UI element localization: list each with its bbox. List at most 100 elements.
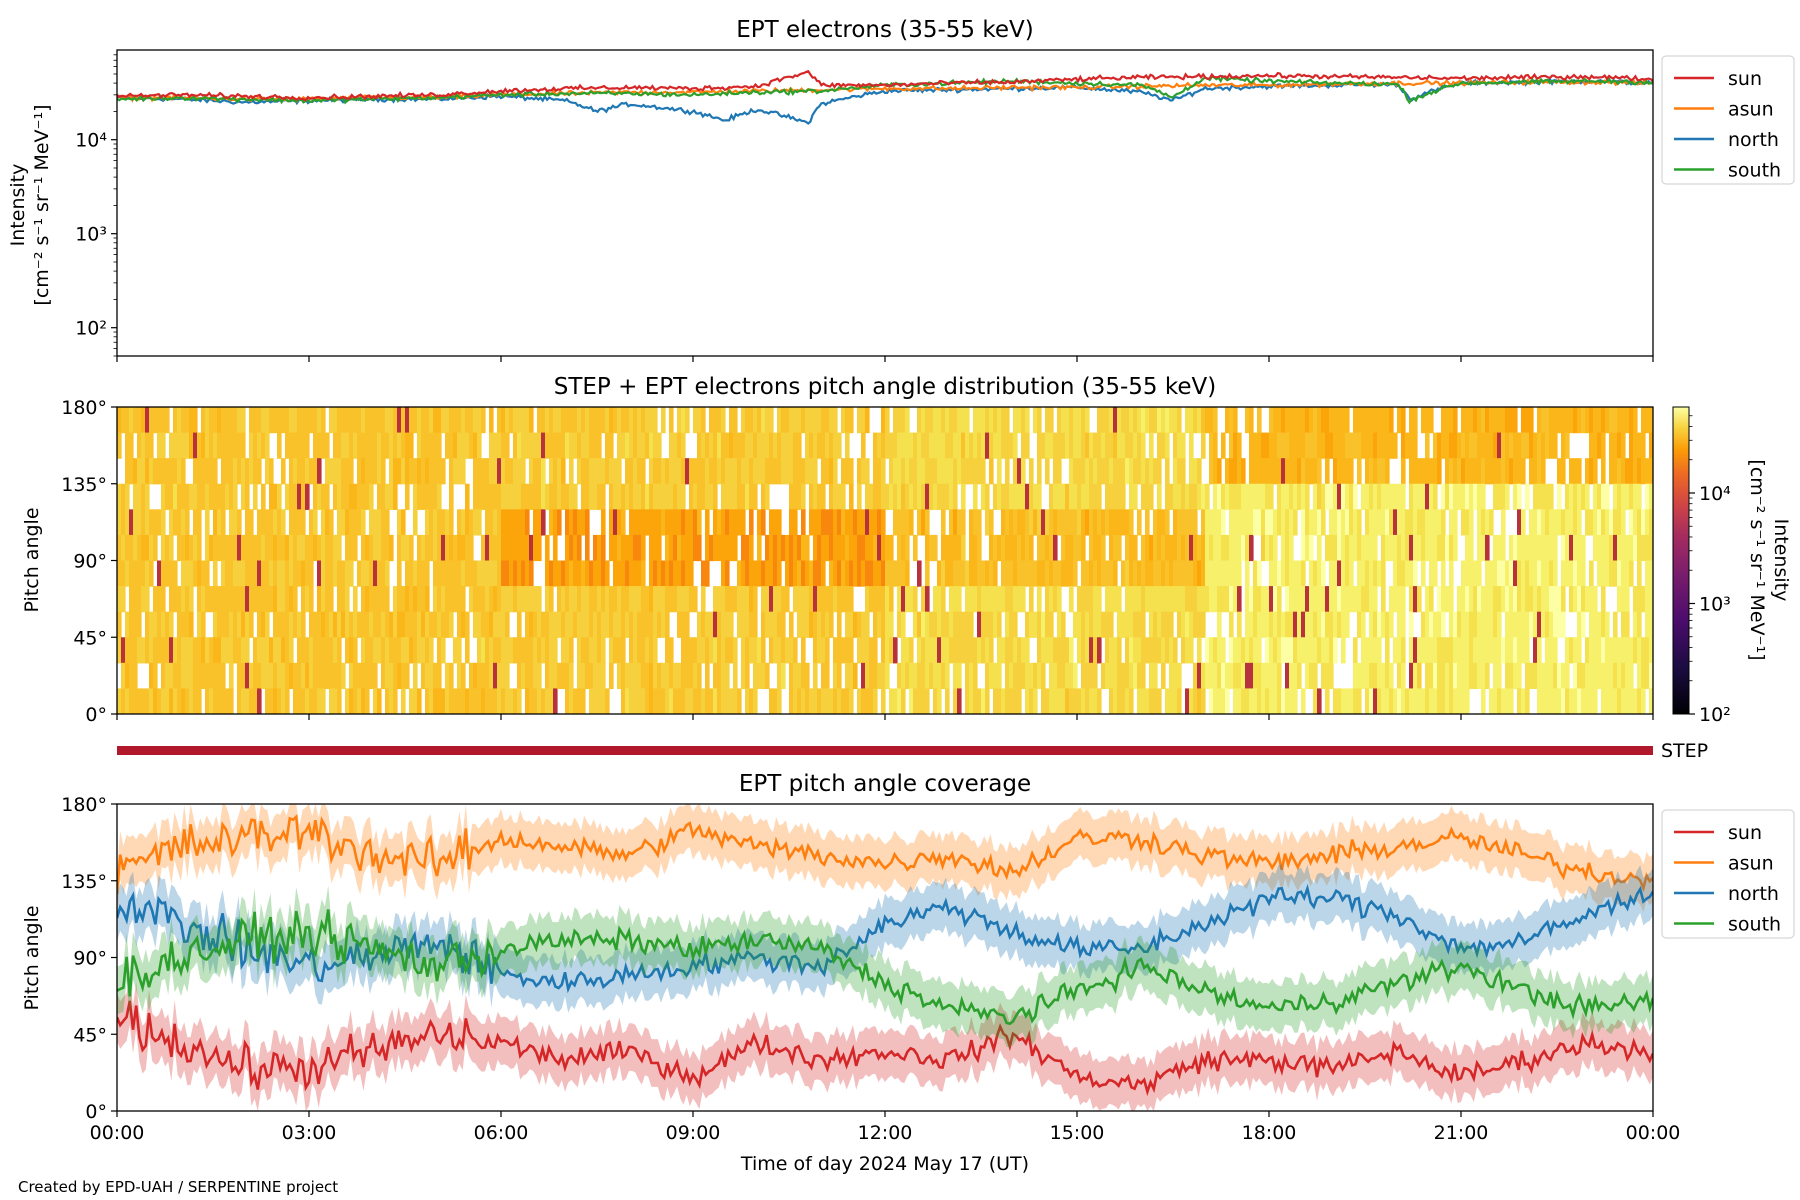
heatmap-cell: [629, 560, 634, 587]
heatmap-cell: [1297, 458, 1302, 485]
heatmap-cell: [173, 458, 178, 485]
heatmap-cell: [693, 586, 698, 613]
heatmap-cell: [1337, 432, 1342, 459]
heatmap-cell: [1013, 483, 1018, 510]
heatmap-cell: [213, 662, 218, 690]
heatmap-cell: [317, 407, 322, 434]
heatmap-cell: [741, 483, 746, 510]
heatmap-cell: [1545, 560, 1550, 587]
heatmap-cell: [441, 637, 446, 664]
heatmap-cell: [841, 637, 846, 664]
heatmap-cell: [677, 662, 682, 690]
heatmap-cell: [1129, 688, 1134, 714]
heatmap-cell: [449, 560, 454, 587]
heatmap-cell: [1125, 611, 1130, 638]
heatmap-cell: [481, 560, 486, 587]
heatmap-cell: [1445, 688, 1450, 714]
heatmap-cell: [865, 560, 870, 587]
heatmap-cell: [297, 560, 302, 587]
heatmap-cell: [1237, 637, 1242, 664]
heatmap-cell: [1645, 560, 1650, 587]
heatmap-cell: [897, 458, 902, 485]
heatmap-cell: [421, 534, 426, 562]
heatmap-cell: [1341, 534, 1346, 562]
heatmap-cell: [1421, 407, 1426, 434]
heatmap-cell: [913, 458, 918, 485]
heatmap-cell: [213, 586, 218, 613]
heatmap-cell: [1417, 458, 1422, 485]
heatmap-cell: [825, 407, 830, 434]
heatmap-cell: [725, 509, 730, 536]
heatmap-cell: [1269, 509, 1274, 536]
heatmap-cell: [1497, 432, 1502, 459]
heatmap-cell: [1113, 534, 1118, 562]
heatmap-cell: [921, 458, 926, 485]
heatmap-cell: [549, 483, 554, 510]
heatmap-cell: [1477, 534, 1482, 562]
heatmap-cell: [881, 509, 886, 536]
heatmap-cell: [1589, 611, 1594, 638]
heatmap-cell: [437, 586, 442, 613]
heatmap-cell: [369, 509, 374, 536]
heatmap-cell: [1285, 432, 1290, 459]
heatmap-cell: [925, 509, 930, 536]
heatmap-cell: [813, 662, 818, 690]
heatmap-cell: [805, 432, 810, 459]
heatmap-cell: [405, 432, 410, 459]
heatmap-cell: [945, 407, 950, 434]
heatmap-cell: [537, 586, 542, 613]
heatmap-cell: [317, 662, 322, 690]
heatmap-cell: [1469, 534, 1474, 562]
heatmap-cell: [1313, 483, 1318, 510]
heatmap-cell: [1569, 458, 1574, 485]
heatmap-cell: [981, 483, 986, 510]
heatmap-cell: [933, 407, 938, 434]
heatmap-cell: [277, 586, 282, 613]
heatmap-cell: [157, 432, 162, 459]
heatmap-cell: [1481, 483, 1486, 510]
heatmap-cell: [1009, 432, 1014, 459]
heatmap-cell: [185, 407, 190, 434]
heatmap-cell: [1521, 611, 1526, 638]
heatmap-cell: [221, 560, 226, 587]
heatmap-cell: [1437, 534, 1442, 562]
heatmap-cell: [325, 483, 330, 510]
heatmap-cell: [545, 611, 550, 638]
heatmap-cell: [1637, 688, 1642, 714]
heatmap-cell: [977, 560, 982, 587]
heatmap-cell: [1397, 534, 1402, 562]
heatmap-cell: [185, 483, 190, 510]
heatmap-cell: [513, 637, 518, 664]
heatmap-cell: [521, 432, 526, 459]
heatmap-cell: [1545, 407, 1550, 434]
heatmap-cell: [1349, 688, 1354, 714]
heatmap-cell: [1421, 688, 1426, 714]
heatmap-cell: [617, 509, 622, 536]
heatmap-cell: [333, 560, 338, 587]
heatmap-cell: [125, 611, 130, 638]
heatmap-cell: [1021, 662, 1026, 690]
heatmap-cell: [557, 509, 562, 536]
heatmap-cell: [713, 509, 718, 536]
heatmap-cell: [957, 586, 962, 613]
heatmap-cell: [465, 483, 470, 510]
heatmap-cell: [977, 586, 982, 613]
heatmap-cell: [277, 611, 282, 638]
heatmap-cell: [925, 432, 930, 459]
heatmap-cell: [237, 637, 242, 664]
heatmap-cell: [1541, 560, 1546, 587]
heatmap-cell: [349, 662, 354, 690]
panel2-ytick-label: 0°: [85, 704, 107, 726]
heatmap-cell: [1233, 637, 1238, 664]
heatmap-cell: [1637, 662, 1642, 690]
heatmap-cell: [401, 407, 406, 434]
heatmap-cell: [241, 611, 246, 638]
heatmap-cell: [1601, 586, 1606, 613]
heatmap-cell: [1637, 509, 1642, 536]
heatmap-cell: [873, 534, 878, 562]
heatmap-cell: [625, 534, 630, 562]
heatmap-cell: [961, 534, 966, 562]
heatmap-cell: [389, 458, 394, 485]
heatmap-cell: [549, 509, 554, 536]
heatmap-cell: [501, 483, 506, 510]
